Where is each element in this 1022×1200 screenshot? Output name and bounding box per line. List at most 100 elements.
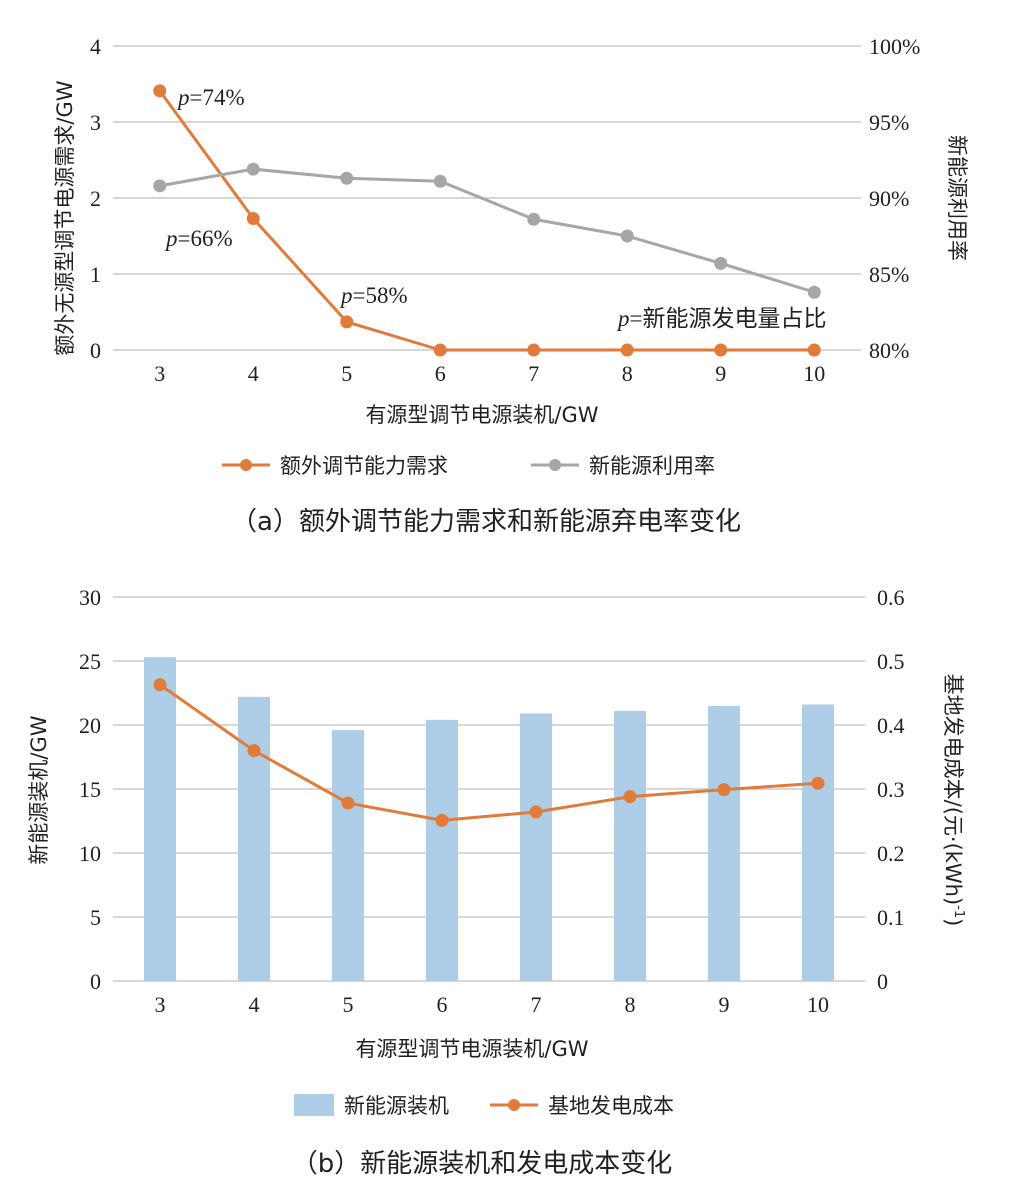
bar: [614, 710, 646, 981]
data-point: [529, 805, 543, 819]
p-symbol: p: [616, 306, 630, 331]
chart-b-left-ticks: 0 5 10 15 20 25 30: [79, 585, 101, 994]
y-left-tick-label: 10: [79, 841, 101, 866]
y-right-tick-label: 0.1: [877, 905, 905, 930]
series-line-2: [159, 683, 819, 822]
chart-a-legend: 额外调节能力需求 新能源利用率: [222, 454, 715, 478]
data-point: [620, 343, 634, 357]
x-tick-label: 9: [715, 361, 726, 386]
y-left-tick-label: 15: [79, 777, 101, 802]
annotation-text: =58%: [353, 283, 408, 308]
x-tick-label: 3: [154, 361, 165, 386]
x-tick-label: 5: [341, 361, 352, 386]
legend-swatch-bar: [294, 1094, 334, 1116]
y-left-tick-label: 4: [90, 34, 101, 59]
right-title-end: ): [941, 918, 965, 926]
x-tick-label: 10: [803, 361, 825, 386]
data-point: [714, 256, 728, 270]
bar: [144, 657, 176, 981]
legend-label-series-1: 额外调节能力需求: [280, 454, 448, 478]
y-right-tick-label: 0.5: [877, 649, 905, 674]
data-point: [153, 84, 167, 98]
chart-a-right-ticks: 80% 85% 90% 95% 100%: [869, 34, 920, 363]
bar: [520, 713, 552, 981]
chart-b-y-right-title: 基地发电成本/(元·(kWh)-1): [941, 674, 966, 927]
chart-a-annotation-58: p=58%: [339, 283, 408, 308]
x-tick-label: 4: [248, 361, 259, 386]
y-right-tick-label: 0.2: [877, 841, 905, 866]
data-point: [714, 343, 728, 357]
chart-a: 0 1 2 3 4 80% 85% 90% 95% 100% 3 4 5 6 7 8 9 10 额外无源型调节…: [53, 34, 969, 537]
legend-label-series-2: 新能源利用率: [589, 454, 715, 478]
chart-b-series: [153, 678, 825, 827]
y-left-tick-label: 0: [90, 338, 101, 363]
data-point: [807, 343, 821, 357]
y-left-tick-label: 25: [79, 649, 101, 674]
p-symbol: p: [164, 226, 178, 251]
chart-b-legend: 新能源装机 基地发电成本: [294, 1094, 674, 1118]
x-tick-label: 6: [435, 361, 446, 386]
chart-a-x-ticks: 3 4 5 6 7 8 9 10: [154, 361, 825, 386]
bar: [708, 705, 740, 981]
chart-b-bars: [144, 657, 834, 981]
data-point: [717, 783, 731, 797]
chart-a-series: [153, 84, 821, 357]
x-tick-label: 8: [622, 361, 633, 386]
p-symbol: p: [176, 85, 190, 110]
y-left-tick-label: 5: [90, 905, 101, 930]
y-left-tick-label: 3: [90, 110, 101, 135]
y-right-tick-label: 95%: [869, 110, 909, 135]
y-left-tick-label: 0: [90, 969, 101, 994]
data-point: [435, 813, 449, 827]
y-right-tick-label: 90%: [869, 186, 909, 211]
chart-a-caption: （a）额外调节能力需求和新能源弃电率变化: [231, 507, 741, 537]
x-tick-label: 7: [531, 992, 542, 1017]
y-left-tick-label: 20: [79, 713, 101, 738]
y-right-tick-label: 100%: [869, 34, 920, 59]
legend-marker-gray: [549, 459, 561, 471]
series-line-1: [158, 89, 815, 352]
legend-marker-orange: [240, 459, 252, 471]
x-tick-label: 10: [807, 992, 829, 1017]
data-point: [433, 174, 447, 188]
data-point: [620, 229, 634, 243]
chart-b: 0 5 10 15 20 25 30 0 0.1 0.2 0.3 0.4 0.5 0.6 3 4 5 6 7 8 9…: [27, 585, 966, 1179]
data-point: [153, 179, 167, 193]
data-point: [807, 285, 821, 299]
bar: [426, 719, 458, 981]
y-left-tick-label: 2: [90, 186, 101, 211]
data-point: [341, 796, 355, 810]
chart-a-annotation-74: p=74%: [176, 85, 245, 110]
y-right-tick-label: 0.6: [877, 585, 905, 610]
y-right-tick-label: 80%: [869, 338, 909, 363]
chart-b-right-ticks: 0 0.1 0.2 0.3 0.4 0.5 0.6: [877, 585, 905, 994]
bar: [332, 730, 364, 981]
right-title-main: 基地发电成本/(元·(kWh): [941, 674, 965, 906]
data-point: [340, 171, 354, 185]
y-right-tick-label: 0.4: [877, 713, 905, 738]
right-title-superscript: -1: [951, 905, 966, 918]
x-tick-label: 9: [719, 992, 730, 1017]
data-point: [433, 343, 447, 357]
data-point: [340, 315, 354, 329]
y-right-tick-label: 0: [877, 969, 888, 994]
series-line-2: [159, 167, 815, 294]
data-point: [527, 212, 541, 226]
data-point: [153, 678, 167, 692]
chart-a-y-right-title: 新能源利用率: [945, 135, 969, 261]
data-point: [246, 212, 260, 226]
bar: [238, 696, 270, 981]
x-tick-label: 3: [155, 992, 166, 1017]
annotation-text: =66%: [178, 226, 233, 251]
chart-a-annotation-66: p=66%: [164, 226, 233, 251]
x-tick-label: 4: [249, 992, 260, 1017]
y-left-tick-label: 1: [90, 262, 101, 287]
data-point: [246, 162, 260, 176]
x-tick-label: 5: [343, 992, 354, 1017]
y-right-tick-label: 0.3: [877, 777, 905, 802]
x-tick-label: 6: [437, 992, 448, 1017]
chart-b-x-ticks: 3 4 5 6 7 8 9 10: [155, 992, 830, 1017]
chart-a-annotation-definition: p=新能源发电量占比: [616, 306, 826, 331]
data-point: [527, 343, 541, 357]
